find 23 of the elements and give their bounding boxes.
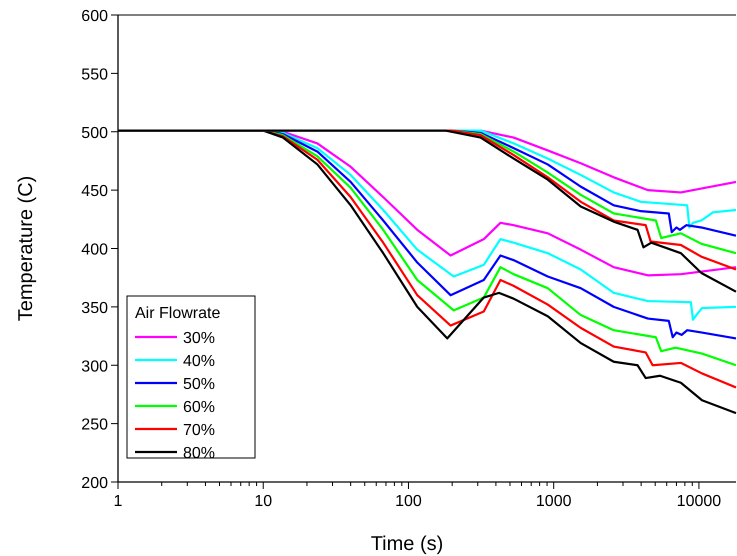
x-tick-label: 1000 [536, 493, 572, 510]
y-tick-label: 500 [81, 124, 108, 142]
x-tick-label: 1 [114, 493, 123, 510]
y-tick-label: 350 [81, 300, 108, 317]
x-tick-label: 100 [395, 493, 422, 510]
legend-label: 80% [183, 445, 216, 462]
legend-label: 30% [183, 330, 216, 347]
x-axis-title: Time (s) [370, 533, 444, 555]
y-tick-label: 200 [81, 475, 108, 492]
x-tick-label: 10000 [676, 493, 722, 510]
y-tick-label: 300 [81, 358, 108, 376]
legend-label: 40% [183, 353, 216, 370]
x-tick-label: 10 [254, 493, 272, 510]
y-tick-label: 250 [81, 416, 108, 434]
y-tick-label: 450 [81, 183, 108, 200]
legend-label: 70% [183, 422, 216, 439]
y-tick-label: 600 [81, 8, 108, 25]
legend-title: Air Flowrate [135, 305, 220, 322]
legend-label: 50% [183, 376, 216, 393]
y-tick-label: 550 [81, 66, 108, 84]
y-tick-label: 400 [81, 242, 108, 258]
legend-label: 60% [183, 399, 216, 416]
y-axis-title: Temperature (C) [15, 176, 37, 322]
